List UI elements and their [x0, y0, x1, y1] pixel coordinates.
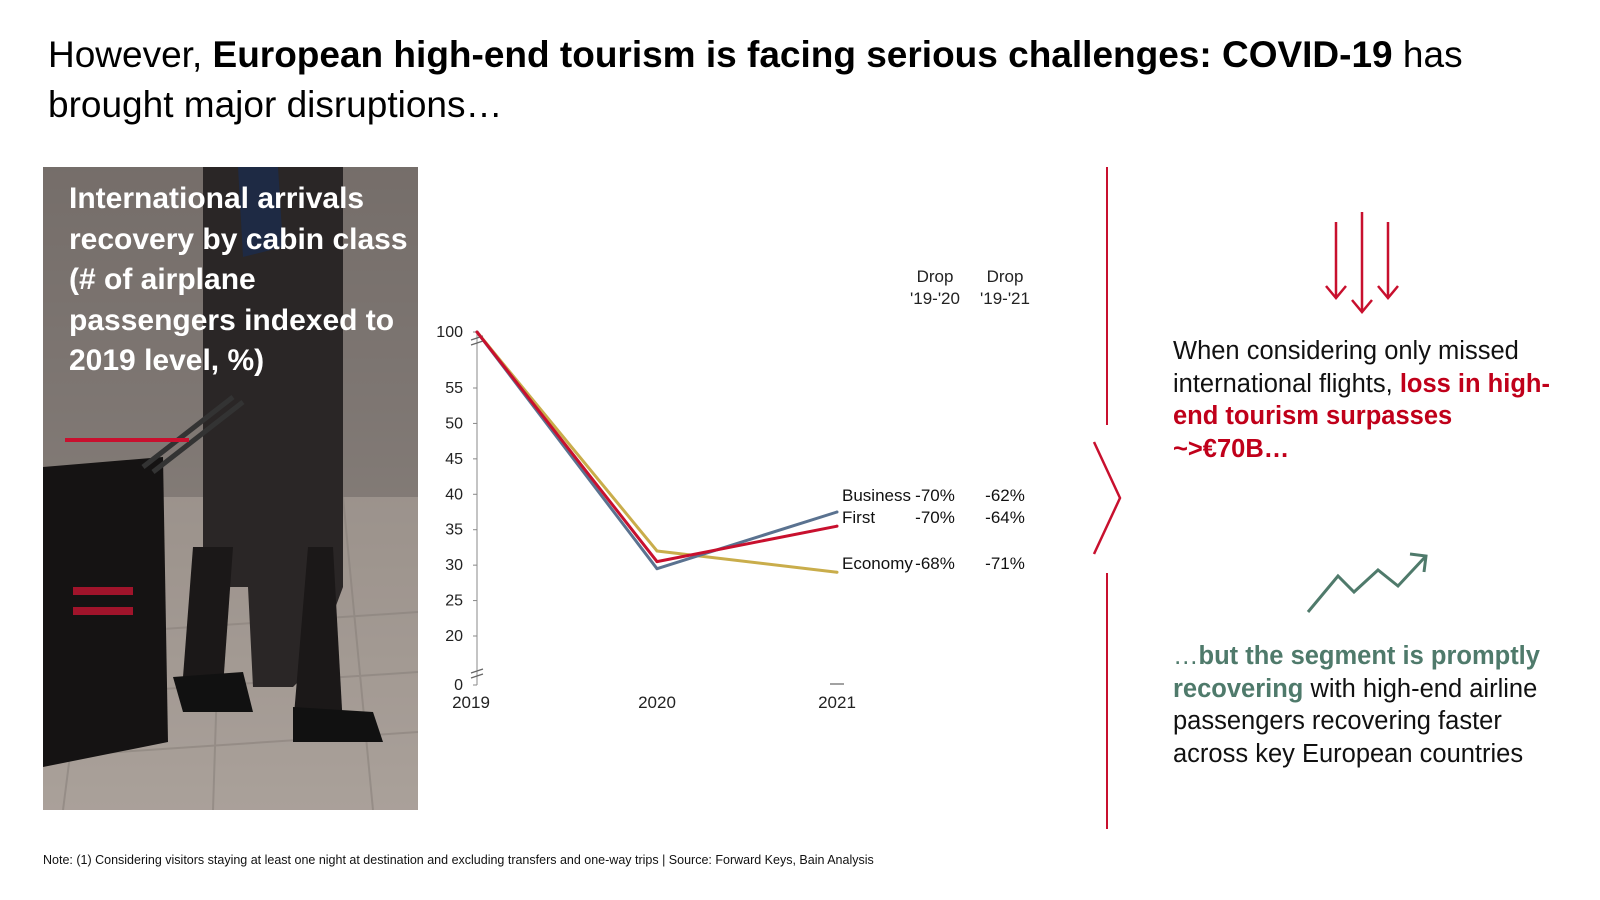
- y-axis-break-bottom: [470, 668, 484, 679]
- drop-19-20-value: -70%: [915, 508, 955, 527]
- data-point-economy: [835, 570, 839, 574]
- recovery-note-highlight: but the segment is promptly recovering: [1173, 642, 1540, 703]
- series-label-first: First: [842, 508, 875, 527]
- slide-title: However, European high-end tourism is fa…: [48, 30, 1548, 130]
- drop-19-21-value: -62%: [985, 486, 1025, 505]
- footnote: Note: (1) Considering visitors staying a…: [43, 853, 874, 867]
- data-point-first: [835, 524, 839, 528]
- recovery-note: …but the segment is promptly recovering …: [1173, 640, 1573, 770]
- loss-note-plain: When considering only missed internation…: [1173, 337, 1519, 398]
- drop-19-20-value: -70%: [915, 486, 955, 505]
- panel-title-rule: [65, 438, 189, 442]
- photo-panel: International arrivals recovery by cabin…: [43, 167, 418, 810]
- x-tick-label: 2021: [818, 693, 856, 712]
- drop-header-line1: Drop: [917, 267, 954, 286]
- divider-bottom: [1106, 573, 1108, 829]
- y-tick-label: 45: [445, 451, 463, 468]
- x-tick-label: 2020: [638, 693, 676, 712]
- drop-header-line2: '19-'21: [980, 289, 1030, 308]
- divider-top: [1106, 167, 1108, 425]
- data-point-first: [655, 560, 659, 564]
- data-point-business: [835, 510, 839, 514]
- x-tick-label: 2019: [452, 693, 490, 712]
- y-tick-label: 50: [445, 415, 463, 432]
- loss-note-highlight: loss in high-end tourism surpasses ~>€70…: [1173, 369, 1550, 463]
- recovery-note-plain: with high-end airline passengers recover…: [1173, 674, 1538, 768]
- drop-header-line1: Drop: [987, 267, 1024, 286]
- trend-up-icon: [1306, 552, 1428, 613]
- drop-19-21-value: -71%: [985, 554, 1025, 573]
- title-suffix: has brought major disruptions…: [48, 34, 1463, 125]
- chart-panel-title: International arrivals recovery by cabin…: [69, 182, 408, 377]
- series-line-business: [475, 331, 838, 571]
- title-prefix: However,: [48, 34, 213, 75]
- series-label-business: Business: [842, 486, 911, 505]
- y-tick-label: 25: [445, 593, 463, 610]
- y-tick-label: 0: [454, 677, 463, 694]
- loss-note: When considering only missed internation…: [1173, 335, 1573, 465]
- drop-19-20-value: -68%: [915, 554, 955, 573]
- data-point-business: [655, 567, 659, 571]
- y-tick-label: 40: [445, 486, 463, 503]
- series-line-first: [475, 331, 838, 564]
- traveler-photo: [43, 167, 418, 810]
- y-tick-label: 30: [445, 557, 463, 574]
- data-point-first: [475, 330, 479, 334]
- chevron-right-icon: [1092, 441, 1122, 555]
- drop-19-21-value: -64%: [985, 508, 1025, 527]
- recovery-note-lead: …: [1173, 642, 1199, 670]
- title-bold: European high-end tourism is facing seri…: [212, 34, 1393, 75]
- drop-header-line2: '19-'20: [910, 289, 960, 308]
- down-arrows-icon: [1325, 212, 1399, 314]
- y-tick-label: 20: [445, 628, 463, 645]
- series-label-economy: Economy: [842, 554, 913, 573]
- y-tick-label: 35: [445, 522, 463, 539]
- recovery-line-chart: 0 20 25 30 35 40 45 50 55 100 2019 2020 2021 Business…: [436, 267, 1030, 712]
- y-tick-label: 55: [445, 380, 463, 397]
- data-point-economy: [655, 549, 659, 553]
- y-tick-label: 100: [436, 324, 463, 341]
